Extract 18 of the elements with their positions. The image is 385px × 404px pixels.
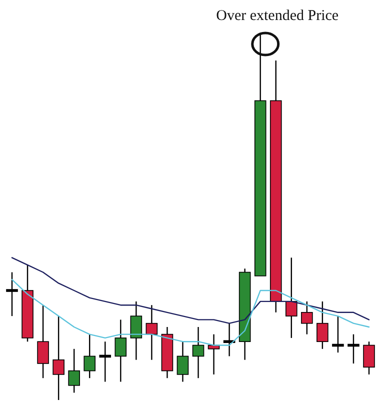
candlestick bbox=[52, 315, 64, 401]
candlestick bbox=[192, 326, 204, 379]
candlestick bbox=[99, 341, 112, 382]
candlestick bbox=[37, 304, 49, 379]
candlestick bbox=[146, 304, 158, 360]
candlestick bbox=[332, 315, 344, 354]
candlestick bbox=[285, 257, 298, 339]
candlestick bbox=[301, 300, 313, 335]
candlestick bbox=[6, 272, 18, 317]
candlestick bbox=[84, 334, 96, 379]
text: Over extended Price bbox=[216, 8, 339, 24]
candlestick bbox=[176, 341, 189, 382]
candlestick bbox=[68, 348, 80, 394]
candlestick bbox=[130, 300, 142, 360]
candlestick bbox=[348, 334, 360, 364]
candlestick bbox=[114, 319, 127, 382]
candlestick bbox=[363, 341, 375, 376]
candlestick bbox=[316, 300, 328, 350]
